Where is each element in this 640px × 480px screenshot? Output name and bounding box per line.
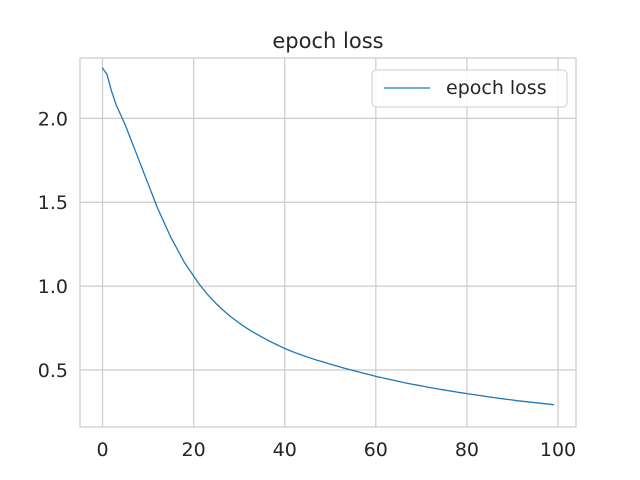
y-tick-label: 1.5 [38, 192, 68, 214]
grid-lines [80, 58, 576, 427]
y-tick-label: 1.0 [38, 276, 68, 298]
y-tick-label: 2.0 [38, 108, 68, 130]
y-tick-label: 0.5 [38, 360, 68, 382]
series-layer [101, 67, 555, 406]
x-tick-label: 40 [273, 439, 297, 461]
x-tick-label: 80 [455, 439, 479, 461]
series-line-epoch-loss [101, 67, 555, 406]
legend-label: epoch loss [446, 77, 547, 99]
x-tick-label: 20 [182, 439, 206, 461]
plot-frame [79, 57, 577, 428]
legend-box [371, 69, 568, 108]
legend: epoch loss [371, 69, 568, 108]
chart-title: epoch loss [272, 29, 383, 53]
y-axis-ticks: 0.5 1.0 1.5 2.0 [38, 108, 68, 382]
x-tick-label: 100 [540, 439, 576, 461]
x-tick-label: 60 [364, 439, 388, 461]
x-tick-label: 0 [96, 439, 108, 461]
x-axis-ticks: 0 20 40 60 80 100 [96, 439, 576, 461]
